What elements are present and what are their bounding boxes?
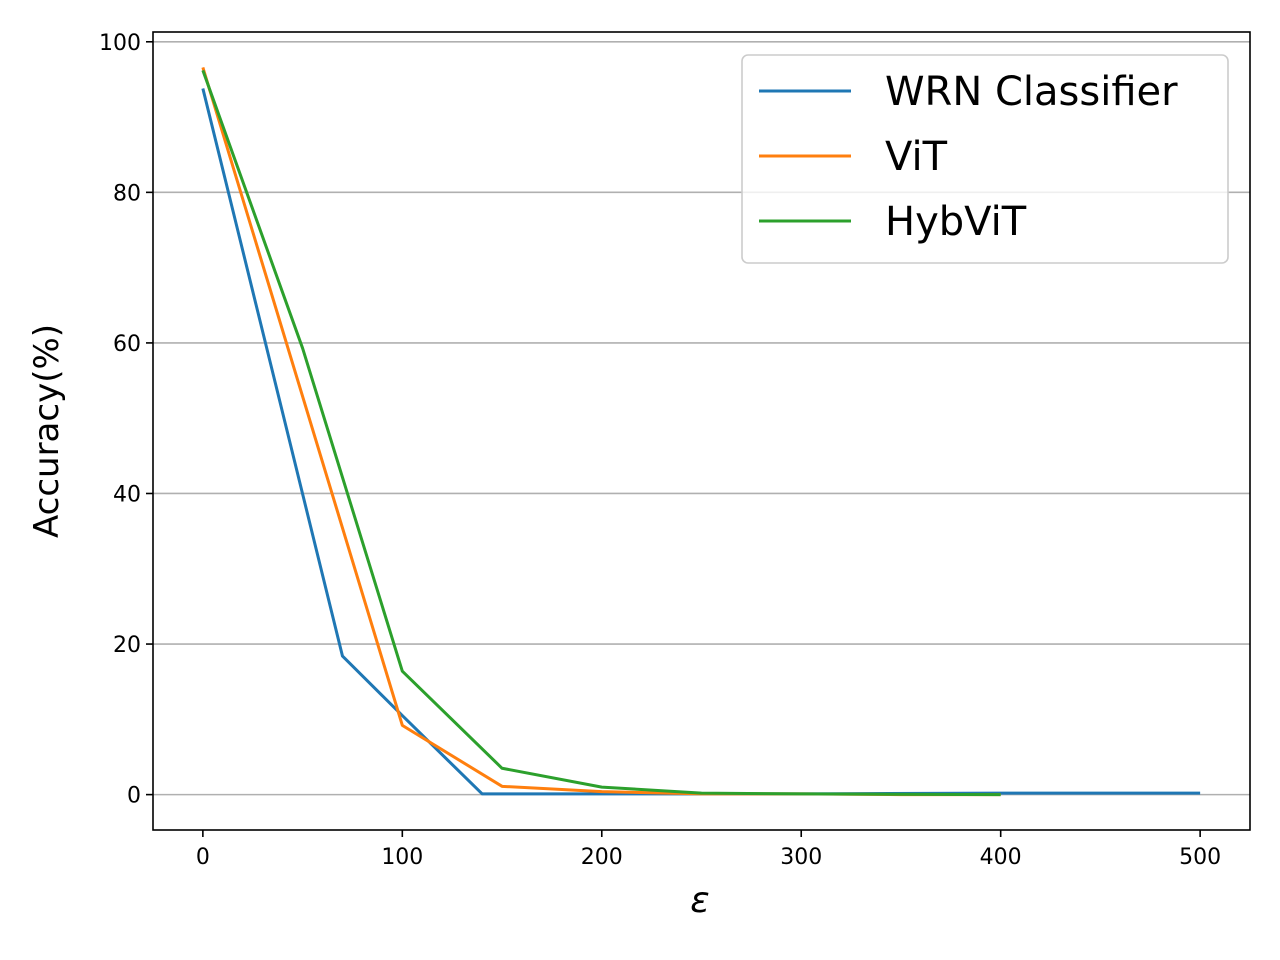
y-tick-label: 100: [99, 31, 141, 56]
y-tick-label: 0: [127, 784, 141, 809]
y-tick-label: 40: [113, 482, 141, 507]
legend-label: HybViT: [885, 199, 1027, 245]
y-axis-label: Accuracy(%): [27, 324, 67, 538]
x-tick-label: 200: [581, 845, 623, 870]
x-tick-label: 0: [196, 845, 210, 870]
plot-frame: [152, 31, 1251, 831]
x-tick-label: 500: [1179, 845, 1221, 870]
x-tick-label: 100: [381, 845, 423, 870]
x-tick-label: 400: [980, 845, 1022, 870]
y-tick-label: 60: [113, 332, 141, 357]
y-tick-label: 20: [113, 633, 141, 658]
legend-label: WRN Classifier: [885, 69, 1178, 115]
legend-label: ViT: [885, 134, 948, 180]
x-axis-label: ε: [690, 880, 709, 921]
series-line: [201, 69, 1001, 797]
legend-box: [741, 54, 1229, 264]
y-tick-label: 80: [113, 181, 141, 206]
x-tick-label: 300: [780, 845, 822, 870]
